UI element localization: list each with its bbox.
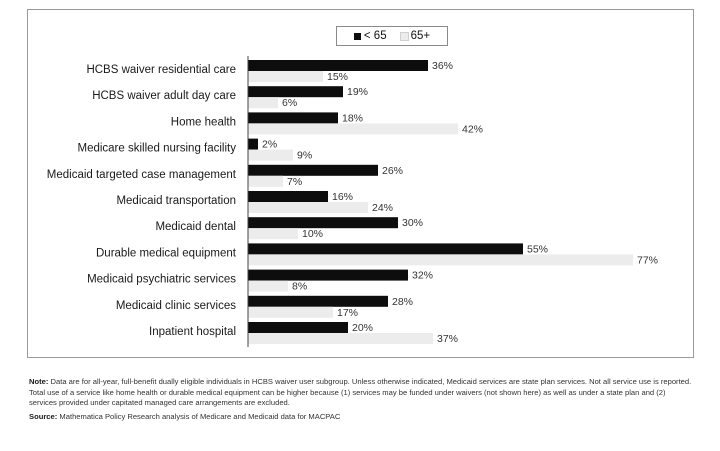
- category-label-hcbs-waiver-adult-day-care: HCBS waiver adult day care: [92, 90, 236, 102]
- data-label-under65-hcbs-waiver-adult-day-care: 19%: [347, 86, 368, 98]
- source-paragraph: Source: Mathematica Policy Research anal…: [29, 412, 693, 423]
- bar-over65-medicaid-dental: [248, 228, 298, 240]
- bar-over65-hcbs-waiver-residential-care: [248, 71, 323, 82]
- bar-under65-hcbs-waiver-adult-day-care: [248, 86, 343, 98]
- bar-under65-home-health: [248, 112, 338, 124]
- data-label-over65-medicaid-dental: 10%: [302, 228, 323, 240]
- data-label-under65-medicare-skilled-nursing-facility: 2%: [262, 139, 277, 151]
- bar-over65-medicaid-psychiatric-services: [248, 280, 288, 292]
- bar-over65-medicaid-targeted-case-management: [248, 175, 283, 187]
- bar-under65-medicaid-psychiatric-services: [248, 269, 408, 281]
- bar-under65-medicaid-dental: [248, 217, 398, 229]
- category-label-durable-medical-equipment: Durable medical equipment: [96, 247, 237, 259]
- source-label: Source:: [29, 411, 58, 421]
- bar-under65-medicaid-transportation: [248, 191, 328, 202]
- category-label-inpatient-hospital: Inpatient hospital: [149, 326, 236, 338]
- bar-over65-home-health: [248, 123, 458, 135]
- category-label-medicare-skilled-nursing-facility: Medicare skilled nursing facility: [77, 143, 236, 155]
- bar-over65-medicaid-clinic-services: [248, 306, 333, 318]
- note-text: Data are for all-year, full-benefit dual…: [29, 377, 692, 408]
- bar-under65-inpatient-hospital: [248, 322, 348, 333]
- data-label-over65-durable-medical-equipment: 77%: [637, 254, 658, 266]
- data-label-over65-inpatient-hospital: 37%: [437, 333, 458, 345]
- data-label-under65-medicaid-psychiatric-services: 32%: [412, 270, 433, 282]
- legend-item-over65: 65+: [399, 30, 431, 42]
- note-paragraph: Note: Data are for all-year, full-benefi…: [29, 377, 693, 409]
- data-label-under65-home-health: 18%: [342, 112, 363, 124]
- category-label-home-health: Home health: [171, 116, 236, 128]
- category-label-hcbs-waiver-residential-care: HCBS waiver residential care: [86, 64, 236, 76]
- legend-swatch-over65: [399, 31, 409, 41]
- legend-label-over65: 65+: [410, 30, 431, 42]
- data-label-under65-durable-medical-equipment: 55%: [527, 243, 548, 255]
- data-label-over65-medicaid-transportation: 24%: [372, 202, 393, 214]
- data-label-under65-inpatient-hospital: 20%: [352, 322, 373, 334]
- legend-item-under65: < 65: [353, 30, 387, 42]
- bar-under65-medicaid-targeted-case-management: [248, 164, 378, 176]
- data-label-over65-hcbs-waiver-adult-day-care: 6%: [282, 97, 297, 109]
- bar-over65-inpatient-hospital: [248, 333, 433, 344]
- source-text: Mathematica Policy Research analysis of …: [59, 411, 341, 421]
- data-label-over65-hcbs-waiver-residential-care: 15%: [327, 71, 348, 83]
- data-label-under65-medicaid-targeted-case-management: 26%: [382, 165, 403, 177]
- legend: < 65 65+: [336, 26, 448, 46]
- note-label: Note:: [29, 377, 49, 386]
- data-label-over65-home-health: 42%: [462, 123, 483, 135]
- category-label-medicaid-dental: Medicaid dental: [155, 221, 236, 233]
- data-label-under65-medicaid-dental: 30%: [402, 217, 423, 229]
- bar-chart: HCBS waiver residential care 36% 15% HCBS w…: [47, 56, 658, 347]
- bar-under65-medicare-skilled-nursing-facility: [248, 138, 258, 150]
- category-label-medicaid-psychiatric-services: Medicaid psychiatric services: [87, 274, 236, 286]
- bar-under65-hcbs-waiver-residential-care: [248, 60, 428, 71]
- bar-under65-durable-medical-equipment: [248, 243, 523, 255]
- data-label-over65-medicaid-targeted-case-management: 7%: [287, 176, 302, 188]
- legend-swatch-under65: [353, 32, 361, 40]
- category-label-medicaid-transportation: Medicaid transportation: [116, 195, 236, 207]
- category-label-medicaid-clinic-services: Medicaid clinic services: [116, 300, 236, 312]
- data-label-over65-medicaid-psychiatric-services: 8%: [292, 281, 307, 293]
- footnote-block: Note: Data are for all-year, full-benefi…: [29, 377, 693, 425]
- bar-over65-durable-medical-equipment: [248, 254, 633, 266]
- data-label-under65-medicaid-clinic-services: 28%: [392, 296, 413, 308]
- data-label-over65-medicaid-clinic-services: 17%: [337, 307, 358, 319]
- bar-under65-medicaid-clinic-services: [248, 295, 388, 307]
- data-label-under65-medicaid-transportation: 16%: [332, 191, 353, 203]
- data-label-under65-hcbs-waiver-residential-care: 36%: [432, 60, 453, 72]
- bar-over65-hcbs-waiver-adult-day-care: [248, 97, 278, 109]
- bar-over65-medicaid-transportation: [248, 202, 368, 213]
- category-label-medicaid-targeted-case-management: Medicaid targeted case management: [47, 169, 237, 181]
- bar-over65-medicare-skilled-nursing-facility: [248, 149, 293, 161]
- legend-label-under65: < 65: [363, 30, 387, 42]
- data-label-over65-medicare-skilled-nursing-facility: 9%: [297, 150, 312, 162]
- chart-frame: < 65 65+ HCBS waiver residential care 36%…: [27, 9, 694, 358]
